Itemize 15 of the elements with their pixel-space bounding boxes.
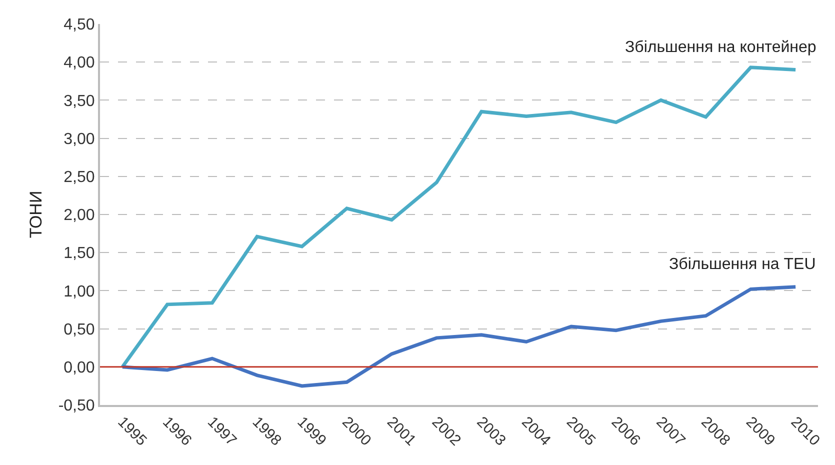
line-series xyxy=(120,285,798,388)
y-tick-label: 1,00 xyxy=(64,283,95,300)
y-tick-label: 2,50 xyxy=(64,169,95,186)
y-tick-label: 3,00 xyxy=(64,130,95,148)
y-tick-label: 0,50 xyxy=(64,321,95,338)
y-tick-label: 3,50 xyxy=(64,92,95,110)
y-tick-label: 1,50 xyxy=(64,245,95,262)
y-tick-label: 0,00 xyxy=(64,360,95,376)
y-tick-label: 2,00 xyxy=(64,207,95,224)
y-tick-label: 4,50 xyxy=(64,16,95,34)
series-label: Збільшення на контейнер xyxy=(625,39,816,56)
y-tick-label: -0,50 xyxy=(58,398,95,415)
y-tick-label: 4,00 xyxy=(64,54,95,72)
series-label: Збільшення на TEU xyxy=(669,256,816,273)
y-axis-title: ТОНИ xyxy=(26,190,46,238)
